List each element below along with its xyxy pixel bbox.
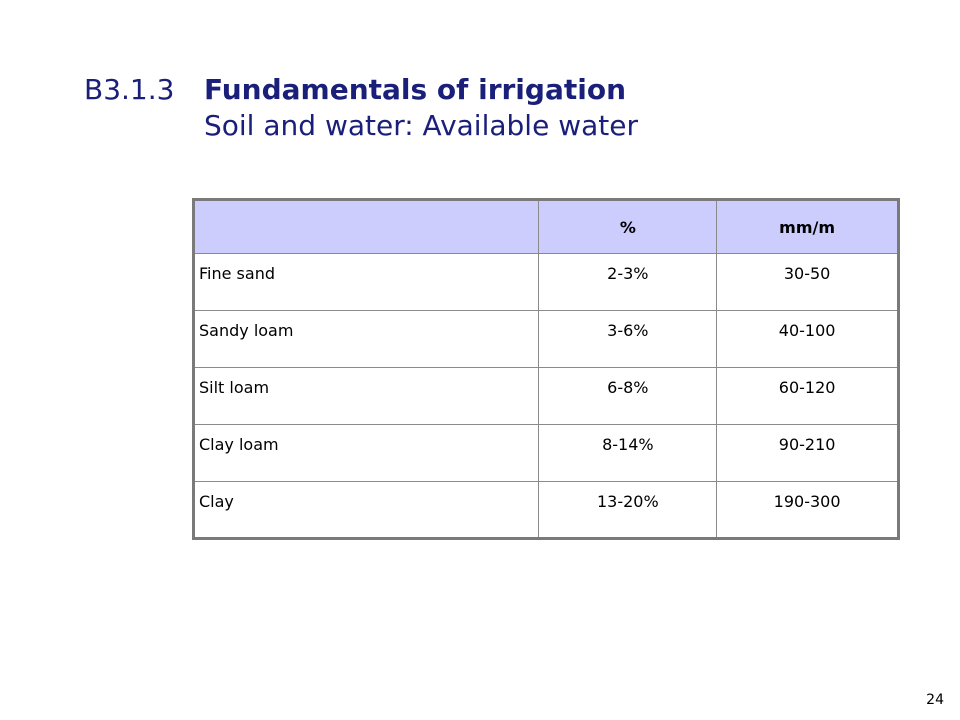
table-row: Silt loam 6-8% 60-120 [192, 367, 899, 425]
table-header-row: % mm/m [192, 199, 899, 254]
mm-per-m-cell: 190-300 [716, 481, 899, 539]
page-number: 24 [926, 692, 944, 708]
table-row: Fine sand 2-3% 30-50 [192, 253, 899, 311]
percent-cell: 6-8% [538, 367, 718, 425]
mm-per-m-cell: 40-100 [716, 310, 899, 368]
mm-per-m-cell: 90-210 [716, 424, 899, 482]
percent-cell: 3-6% [538, 310, 718, 368]
slide-title: Fundamentals of irrigation [204, 73, 626, 106]
table-row: Clay 13-20% 190-300 [192, 481, 899, 539]
header-mm-per-m: mm/m [716, 199, 899, 254]
section-number: B3.1.3 [84, 73, 175, 106]
title-line: B3.1.3 Fundamentals of irrigation [84, 72, 638, 108]
soil-type-cell: Clay loam [192, 424, 540, 482]
table-row: Clay loam 8-14% 90-210 [192, 424, 899, 482]
header-soil-type [192, 199, 540, 254]
soil-type-cell: Fine sand [192, 253, 540, 311]
mm-per-m-cell: 60-120 [716, 367, 899, 425]
soil-type-cell: Sandy loam [192, 310, 540, 368]
percent-cell: 8-14% [538, 424, 718, 482]
percent-cell: 2-3% [538, 253, 718, 311]
table-row: Sandy loam 3-6% 40-100 [192, 310, 899, 368]
mm-per-m-cell: 30-50 [716, 253, 899, 311]
available-water-table: % mm/m Fine sand 2-3% 30-50 Sandy loam 3… [192, 198, 900, 540]
slide-title-block: B3.1.3 Fundamentals of irrigation Soil a… [84, 72, 638, 144]
header-percent: % [538, 199, 718, 254]
slide-subtitle: Soil and water: Available water [204, 109, 638, 142]
percent-cell: 13-20% [538, 481, 718, 539]
soil-type-cell: Silt loam [192, 367, 540, 425]
soil-type-cell: Clay [192, 481, 540, 539]
